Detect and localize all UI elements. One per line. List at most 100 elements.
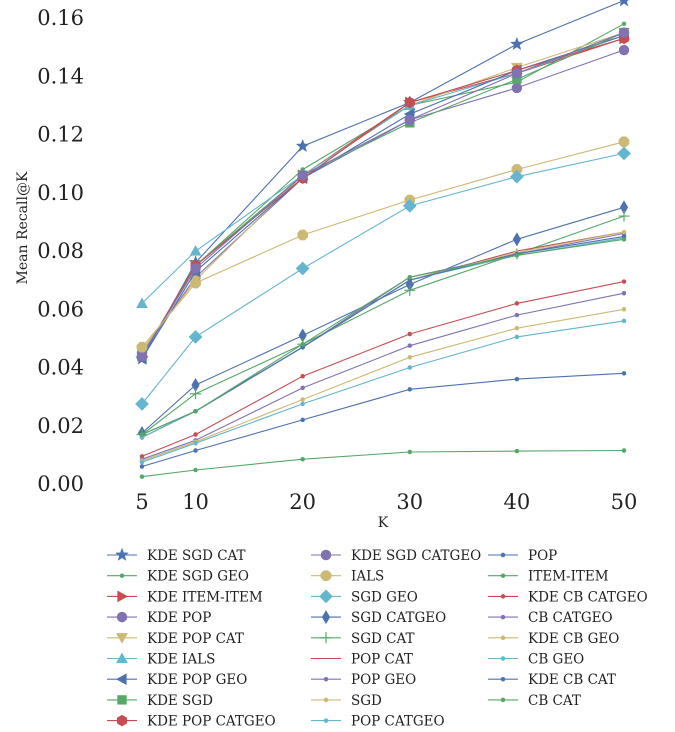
data-point bbox=[514, 301, 520, 306]
y-tick-label: 0.08 bbox=[37, 239, 84, 263]
series-pop-catgeo bbox=[139, 235, 627, 440]
legend-marker bbox=[115, 673, 127, 686]
data-point bbox=[621, 229, 627, 235]
series-line bbox=[141, 238, 625, 436]
y-tick-label: 0.06 bbox=[37, 297, 84, 321]
data-point bbox=[618, 210, 630, 222]
series-line bbox=[141, 232, 625, 438]
legend-item: KDE SGD CATGEO bbox=[311, 548, 481, 564]
data-point bbox=[621, 371, 627, 376]
legend-item: ITEM-ITEM bbox=[488, 569, 609, 585]
data-point bbox=[300, 341, 305, 347]
legend-marker bbox=[116, 633, 128, 644]
legend-marker bbox=[500, 614, 506, 620]
data-point bbox=[621, 279, 627, 284]
data-point bbox=[300, 401, 305, 407]
legend-label: KDE POP CATGEO bbox=[147, 714, 276, 730]
data-point bbox=[407, 274, 413, 280]
legend-marker bbox=[116, 652, 128, 664]
data-point bbox=[190, 388, 202, 400]
data-point bbox=[190, 277, 201, 289]
series-sgd-catgeo bbox=[137, 200, 629, 441]
legend-label: KDE SGD bbox=[147, 693, 213, 709]
series-kde-pop-cat bbox=[136, 27, 630, 357]
data-point bbox=[300, 417, 305, 423]
series-pop-geo bbox=[139, 231, 627, 440]
data-point bbox=[618, 136, 630, 148]
data-point bbox=[512, 74, 522, 84]
legend-marker bbox=[323, 718, 329, 723]
data-point bbox=[300, 397, 305, 402]
series-line bbox=[141, 32, 625, 351]
data-point bbox=[193, 440, 198, 446]
data-point bbox=[621, 290, 627, 296]
legend-label: KDE POP CAT bbox=[147, 631, 244, 647]
legend-item: KDE CB GEO bbox=[488, 631, 619, 647]
y-tick-label: 0.00 bbox=[37, 472, 84, 496]
series-kde-sgd bbox=[137, 27, 629, 361]
series-pop bbox=[139, 234, 627, 437]
series-sgd-geo bbox=[135, 146, 631, 411]
data-point bbox=[621, 448, 627, 453]
legend-label: POP CAT bbox=[351, 652, 413, 668]
legend-item: KDE POP GEO bbox=[107, 672, 247, 688]
data-point bbox=[514, 312, 520, 318]
legend-label: KDE POP bbox=[147, 610, 211, 626]
series-line bbox=[141, 206, 625, 434]
legend-label: KDE ITEM-ITEM bbox=[147, 589, 263, 605]
data-point bbox=[621, 237, 627, 242]
data-point bbox=[621, 307, 627, 312]
legend-marker bbox=[116, 714, 128, 727]
legend-label: SGD CAT bbox=[351, 631, 415, 647]
legend-label: CB CATGEO bbox=[528, 610, 613, 626]
series-pop-cat bbox=[141, 231, 625, 438]
data-point bbox=[404, 114, 416, 126]
legend-marker bbox=[500, 552, 506, 558]
data-point bbox=[188, 329, 203, 344]
legend-marker bbox=[500, 594, 506, 599]
data-point bbox=[511, 68, 523, 79]
data-point bbox=[617, 146, 631, 161]
series-line bbox=[141, 231, 625, 438]
legend-marker bbox=[116, 611, 128, 623]
data-point bbox=[621, 318, 627, 324]
legend-marker bbox=[500, 635, 506, 641]
data-point bbox=[135, 396, 149, 411]
legend-marker bbox=[500, 656, 506, 661]
legend-item: KDE ITEM-ITEM bbox=[107, 589, 263, 605]
legend-item: POP GEO bbox=[311, 672, 416, 688]
series-line bbox=[141, 37, 625, 357]
data-point bbox=[193, 408, 198, 414]
legend-item: SGD CATGEO bbox=[311, 610, 446, 626]
legend-marker bbox=[323, 697, 329, 703]
data-point bbox=[509, 169, 524, 184]
data-point bbox=[139, 432, 145, 437]
data-point bbox=[512, 232, 522, 247]
y-axis-label: Mean Recall@K bbox=[15, 171, 31, 284]
data-point bbox=[514, 448, 520, 454]
series-line bbox=[141, 231, 625, 438]
legend-item: IALS bbox=[311, 569, 384, 585]
data-point bbox=[300, 385, 305, 391]
legend-marker bbox=[323, 676, 329, 682]
series-item-item bbox=[139, 237, 627, 437]
series-cb-geo bbox=[139, 318, 627, 465]
data-point bbox=[514, 253, 520, 258]
y-tick-label: 0.16 bbox=[37, 6, 84, 30]
legend-item: CB CAT bbox=[488, 693, 581, 709]
series-line bbox=[141, 152, 625, 405]
legend-marker bbox=[117, 590, 129, 603]
series-line bbox=[141, 449, 625, 478]
series-line bbox=[141, 308, 625, 462]
y-tick-label: 0.02 bbox=[37, 414, 84, 438]
data-point bbox=[193, 432, 198, 437]
legend-item: SGD GEO bbox=[311, 589, 418, 605]
series-line bbox=[141, 237, 625, 438]
data-point bbox=[136, 350, 148, 362]
legend-marker bbox=[320, 570, 332, 582]
legend-marker bbox=[319, 589, 333, 604]
data-point bbox=[190, 263, 201, 274]
x-tick-label: 50 bbox=[611, 490, 638, 514]
legend-label: SGD CATGEO bbox=[351, 610, 446, 626]
